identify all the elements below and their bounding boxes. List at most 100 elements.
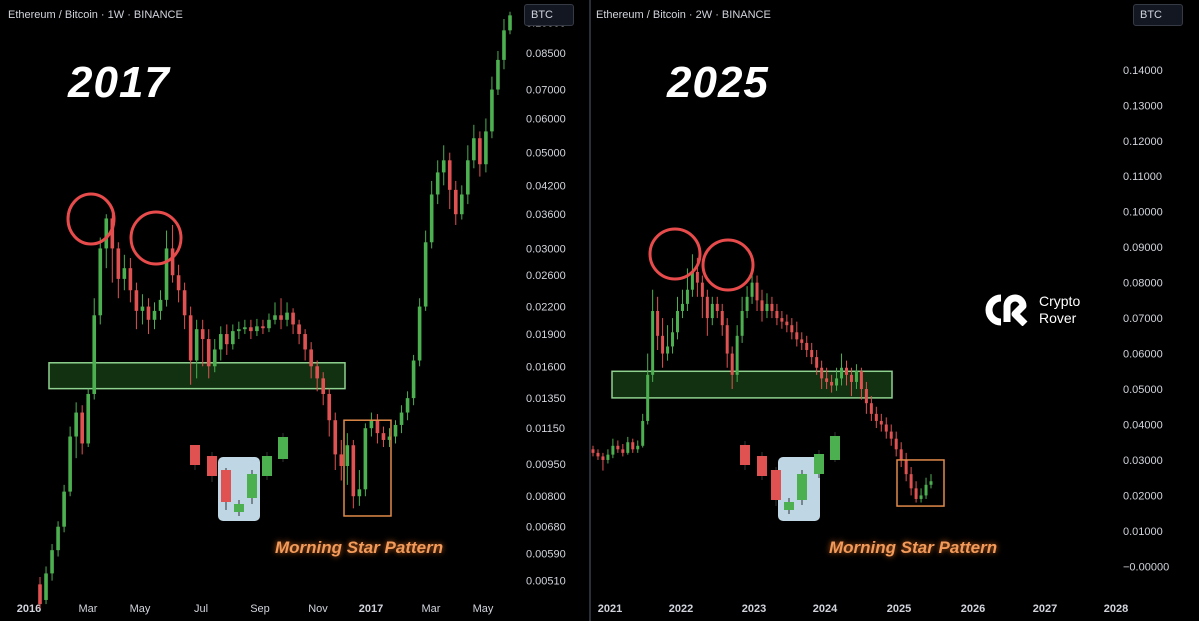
y-tick-label: 0.08500 — [526, 48, 566, 60]
candle-body — [700, 282, 704, 297]
candle-body — [671, 332, 675, 347]
x-tick-label: 2026 — [961, 603, 985, 615]
y-tick-label: 0.02200 — [526, 302, 566, 314]
candle-body — [695, 271, 699, 283]
candle-body — [690, 271, 694, 290]
x-tick-label: May — [473, 603, 494, 615]
chart-panel-2025: 0.14000 0.13000 0.12000 0.11000 0.10000 0.090… — [591, 0, 1199, 621]
candle-body — [267, 319, 271, 329]
candle-body — [164, 248, 169, 300]
chart-header: Ethereum / Bitcoin · 2W · BINANCE — [596, 9, 771, 21]
y-tick-label: 0.05000 — [526, 148, 566, 160]
candle-body — [80, 412, 84, 444]
candle-body — [345, 445, 350, 466]
candle-body — [651, 311, 655, 375]
candle-body — [218, 334, 223, 350]
candle-body — [315, 366, 319, 379]
candle-body — [411, 360, 416, 399]
x-tick-label: Jul — [194, 603, 208, 615]
double-top-circle — [66, 192, 116, 246]
candle-body — [740, 311, 744, 336]
candle-body — [453, 189, 458, 215]
candle-body — [369, 420, 374, 429]
pattern-candle — [784, 502, 794, 510]
candle-body — [104, 218, 109, 249]
candle-body — [158, 299, 163, 311]
candle-body — [333, 420, 338, 455]
candle-body — [929, 481, 933, 485]
unit-badge[interactable]: BTC — [524, 4, 574, 26]
y-tick-label: 0.03600 — [526, 209, 566, 221]
candle-body — [790, 325, 794, 333]
y-tick-label: 0.04000 — [1123, 419, 1163, 431]
y-tick-label: 0.03000 — [526, 243, 566, 255]
candle-body — [641, 420, 645, 446]
x-tick-label: 2016 — [17, 603, 41, 615]
pattern-candle — [814, 454, 824, 474]
candle-body — [56, 526, 60, 551]
y-tick-label: 0.01600 — [526, 361, 566, 373]
candle-body — [194, 329, 199, 361]
morning-star-box — [343, 419, 392, 517]
candle-body — [484, 131, 488, 165]
candle-body — [62, 491, 66, 527]
candle-body — [490, 89, 494, 132]
candle-body — [755, 282, 759, 301]
x-tick-label: Mar — [79, 603, 98, 615]
candle-body — [666, 346, 670, 354]
logo-icon — [985, 294, 1028, 326]
candle-body — [279, 315, 283, 320]
candlestick-chart-2025: 0.14000 0.13000 0.12000 0.11000 0.10000 0.090… — [591, 65, 1169, 615]
logo-line-1: Crypto — [1039, 293, 1081, 309]
candle-body — [502, 30, 506, 60]
candle-body — [116, 248, 121, 279]
x-tick-label: 2022 — [669, 603, 693, 615]
candle-body — [423, 242, 428, 307]
y-tick-label: 0.12000 — [1123, 136, 1163, 148]
candle-body — [835, 378, 839, 386]
year-label: 2025 — [667, 58, 769, 107]
y-tick-label: 0.00800 — [526, 491, 566, 503]
candle-body — [38, 584, 42, 605]
x-tick-label: 2025 — [887, 603, 911, 615]
unit-badge[interactable]: BTC — [1133, 4, 1183, 26]
candle-body — [182, 290, 187, 316]
candle-body — [134, 290, 139, 311]
candle-body — [924, 484, 928, 496]
candle-body — [98, 248, 103, 316]
double-top-circle — [701, 238, 755, 292]
candle-body — [405, 398, 410, 413]
candle-body — [297, 324, 301, 335]
candle-body — [249, 327, 253, 332]
candle-body — [725, 325, 729, 354]
candle-body — [478, 138, 482, 165]
x-tick-label: 2028 — [1104, 603, 1128, 615]
candle-body — [919, 495, 923, 499]
y-tick-label: −0.00000 — [1123, 561, 1169, 573]
candle-body — [899, 449, 903, 460]
candle-body — [626, 442, 630, 453]
candle-body — [879, 420, 883, 425]
y-tick-label: 0.07000 — [1123, 313, 1163, 325]
candle-body — [381, 433, 386, 440]
pattern-candle — [797, 474, 807, 500]
y-tick-label: 0.03000 — [1123, 455, 1163, 467]
candle-body — [44, 573, 48, 600]
year-label: 2017 — [68, 58, 170, 107]
pattern-candle — [830, 436, 840, 460]
candle-body — [435, 172, 440, 195]
candle-body — [92, 315, 97, 395]
pattern-label: Morning Star Pattern — [829, 538, 998, 557]
candle-body — [705, 296, 709, 319]
candle-body — [224, 334, 229, 345]
candle-body — [616, 445, 620, 450]
candle-body — [243, 327, 247, 330]
pattern-candle — [262, 456, 272, 476]
x-tick-label: 2023 — [742, 603, 766, 615]
panel-divider[interactable] — [589, 0, 591, 621]
x-tick-label: Nov — [308, 603, 328, 615]
candle-body — [74, 412, 78, 437]
morning-star-box — [896, 459, 945, 507]
candle-body — [375, 420, 380, 434]
candle-body — [363, 428, 368, 490]
